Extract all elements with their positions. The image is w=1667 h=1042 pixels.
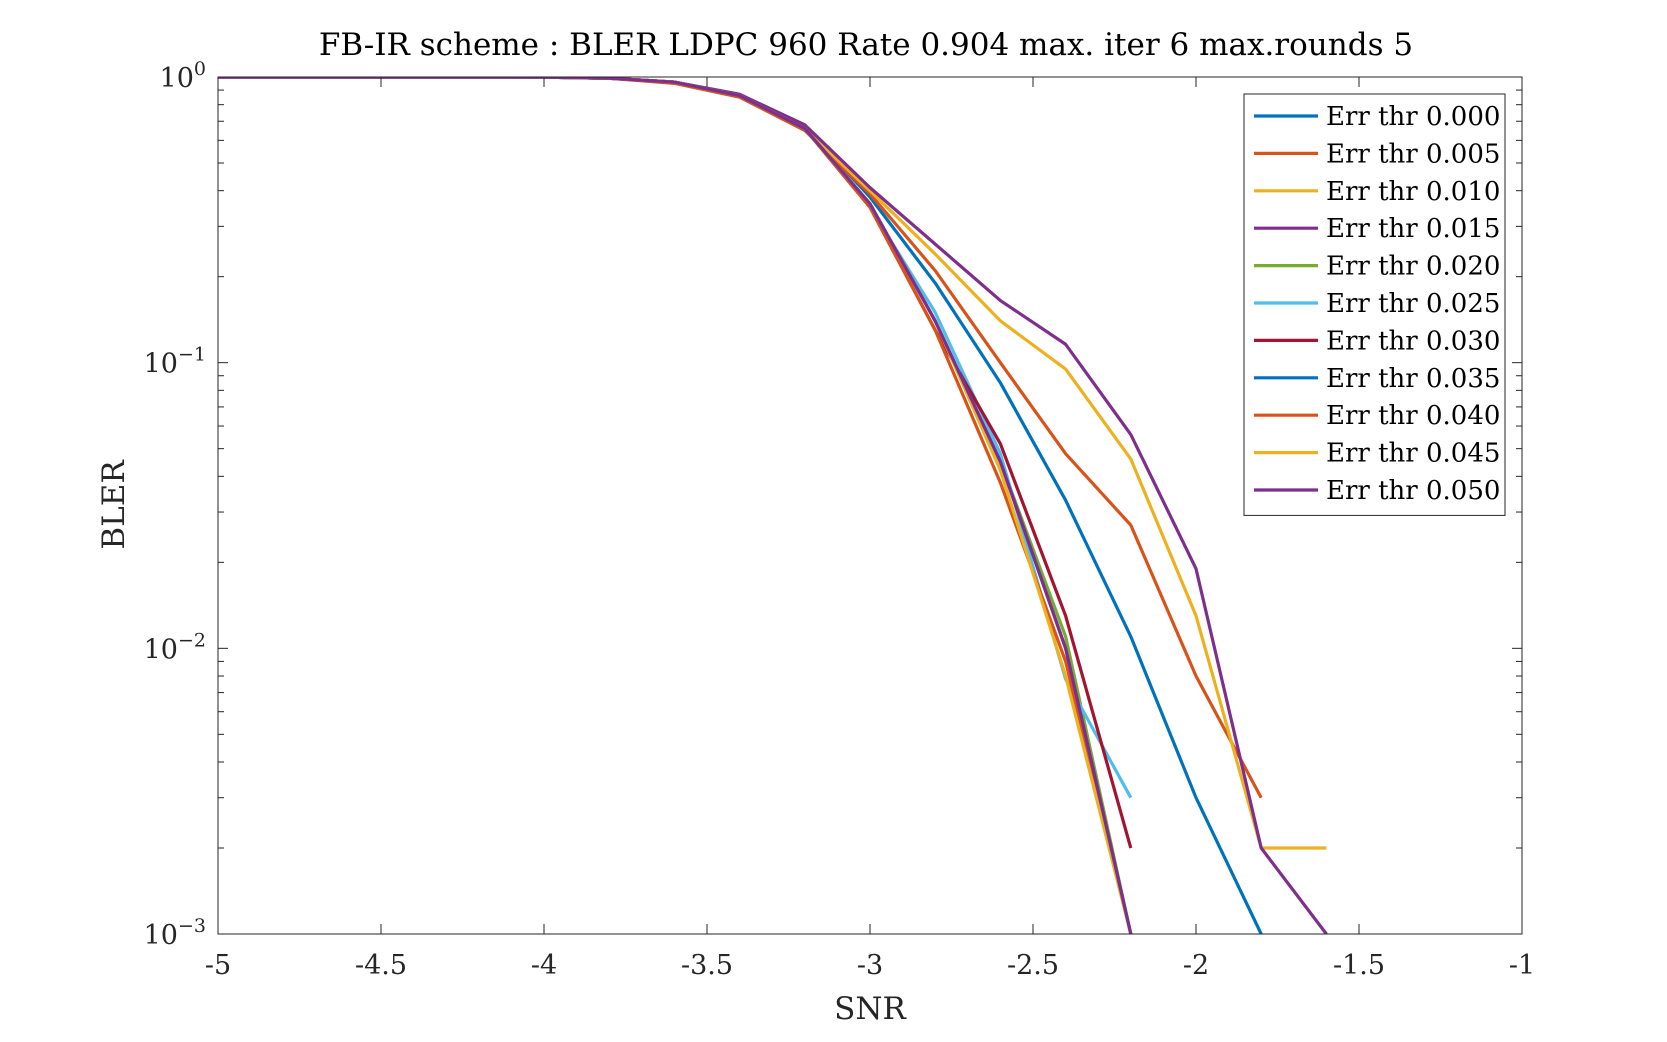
legend-label: Err thr 0.005 (1326, 139, 1500, 169)
x-axis-title: SNR (834, 991, 907, 1027)
y-tick-label: 10−2 (144, 629, 206, 665)
y-tick-label: 10−3 (144, 915, 206, 951)
legend-label: Err thr 0.030 (1326, 326, 1500, 356)
y-axis-title: BLER (96, 459, 132, 550)
legend: Err thr 0.000 Err thr 0.005 Err thr 0.010 E… (1243, 93, 1506, 516)
legend-label: Err thr 0.045 (1326, 439, 1500, 469)
x-tick-label: -5 (205, 950, 231, 981)
legend-label: Err thr 0.040 (1326, 401, 1500, 431)
series-line-11 (218, 77, 1133, 934)
x-tick-label: -2.5 (1007, 950, 1059, 981)
legend-label: Err thr 0.010 (1326, 177, 1500, 207)
x-tick-label: -4 (531, 950, 557, 981)
legend-label: Err thr 0.015 (1326, 214, 1500, 244)
chart-title: FB-IR scheme : BLER LDPC 960 Rate 0.904 … (319, 27, 1413, 63)
x-tick-label: -2 (1183, 950, 1209, 981)
y-tick-label: 10−1 (144, 344, 206, 380)
legend-label: Err thr 0.050 (1326, 476, 1500, 506)
x-tick-label: -1.5 (1333, 950, 1385, 981)
legend-label: Err thr 0.020 (1326, 252, 1500, 282)
series-line-4 (218, 77, 1328, 934)
legend-label: Err thr 0.035 (1326, 364, 1500, 394)
x-tick-label: -3 (857, 950, 883, 981)
y-tick-label: 100 (160, 58, 206, 94)
tick-layer: -5 -4.5 -4 -3.5 -3 -2.5 -2 -1.5 -1 100 10−1 10−2 10−… (144, 58, 1536, 981)
series-layer (218, 77, 1328, 934)
x-tick-label: -4.5 (355, 950, 407, 981)
legend-label: Err thr 0.000 (1326, 102, 1500, 132)
x-tick-label: -1 (1509, 950, 1535, 981)
x-tick-label: -3.5 (681, 950, 733, 981)
legend-box (1243, 93, 1506, 516)
legend-label: Err thr 0.025 (1326, 289, 1500, 319)
